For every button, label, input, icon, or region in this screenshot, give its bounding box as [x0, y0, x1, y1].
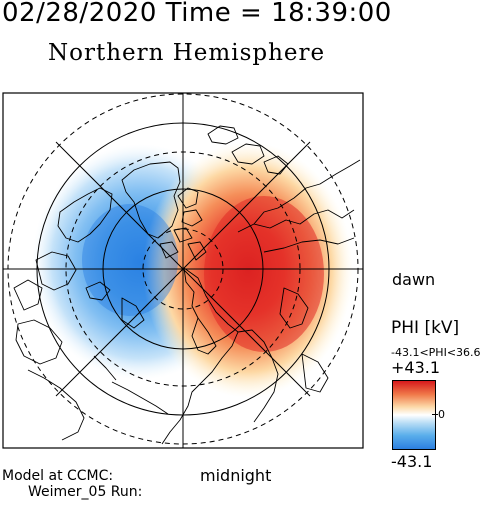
colorbar — [392, 380, 436, 450]
potential-pattern — [32, 142, 353, 398]
legend-range: -43.1<PHI<36.6 — [391, 346, 481, 359]
legend-zero: 0 — [438, 408, 445, 421]
coastlines — [13, 125, 361, 445]
legend-min: -43.1 — [391, 452, 433, 471]
dawn-label: dawn — [392, 270, 436, 289]
legend-title: PHI [kV] — [391, 318, 460, 338]
midnight-label: midnight — [200, 466, 272, 485]
run-label: Weimer_05 Run: — [28, 484, 143, 500]
legend-max: +43.1 — [391, 358, 441, 377]
polar-map — [2, 92, 364, 449]
timestamp-title: 02/28/2020 Time = 18:39:00 — [2, 0, 392, 28]
meridian-lines — [3, 93, 363, 448]
colorbar-zero-tick — [432, 414, 438, 415]
model-label: Model at CCMC: — [2, 468, 114, 484]
hemisphere-title: Northern Hemisphere — [48, 40, 326, 66]
